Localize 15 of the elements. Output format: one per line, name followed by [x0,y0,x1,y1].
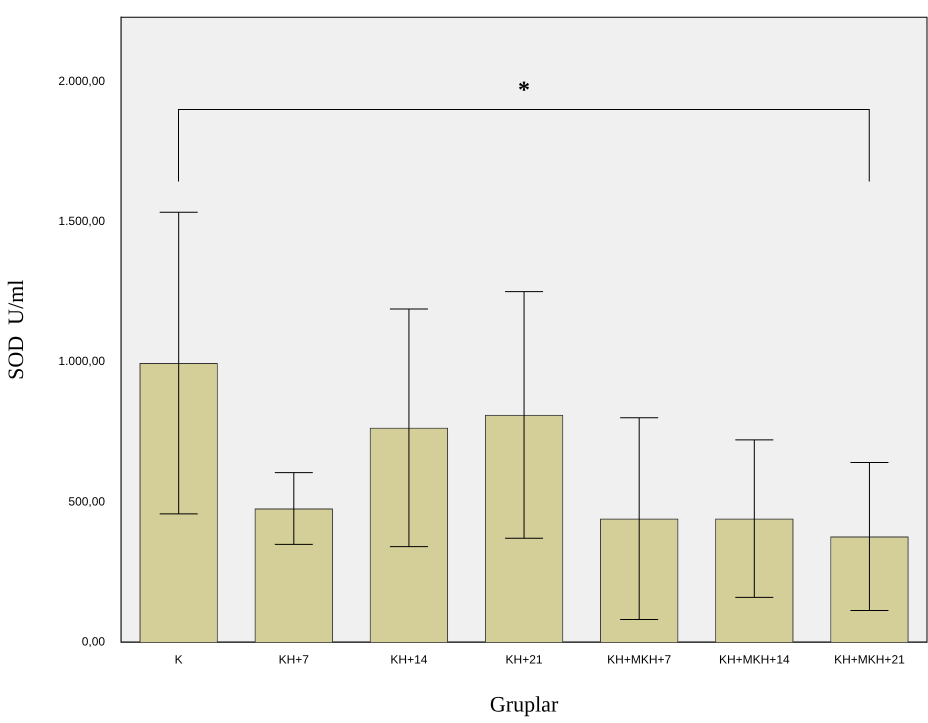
y-tick-label: 0,00 [82,634,106,649]
x-tick-label: KH+21 [506,652,543,667]
y-axis-title: SOD U/ml [2,280,28,380]
x-tick-label: KH+MKH+7 [607,652,672,667]
x-tick-label: KH+MKH+14 [718,652,790,667]
y-tick-label: 2.000,00 [58,74,106,88]
annotation: * [518,77,530,104]
x-tick-label: KH+7 [278,652,310,667]
x-tick-label: KH+MKH+21 [834,652,906,667]
x-tick-label: KH+14 [390,652,428,667]
y-tick-label: 1.000,00 [58,354,106,368]
x-axis-title: Gruplar [490,692,559,717]
y-tick-label: 500,00 [68,494,106,508]
y-tick-label: 1.500,00 [58,214,106,228]
x-tick-label: K [174,652,183,667]
